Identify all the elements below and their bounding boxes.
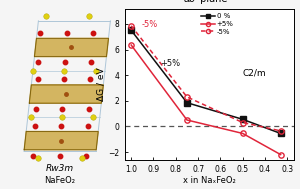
- Polygon shape: [24, 132, 98, 150]
- X-axis label: x in NaₓFeO₂: x in NaₓFeO₂: [183, 176, 236, 185]
- Text: NaFeO₂: NaFeO₂: [44, 176, 76, 185]
- Polygon shape: [29, 85, 103, 103]
- Text: +5%: +5%: [160, 59, 180, 68]
- Text: plane: plane: [197, 0, 228, 4]
- Text: C2/m: C2/m: [242, 69, 266, 78]
- Text: -5%: -5%: [141, 20, 158, 29]
- Text: ab: ab: [183, 0, 196, 4]
- Polygon shape: [34, 38, 109, 57]
- Legend: 0 %, +5%, -5%: 0 %, +5%, -5%: [198, 10, 236, 37]
- Y-axis label: ΔG / eV: ΔG / eV: [97, 67, 106, 101]
- Text: Rw3m: Rw3m: [46, 164, 74, 173]
